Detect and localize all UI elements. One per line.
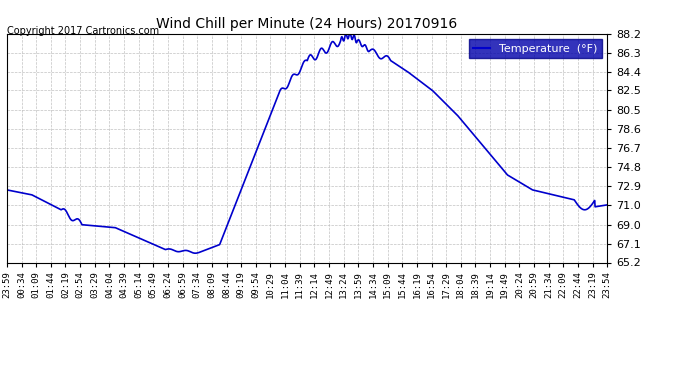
Text: Copyright 2017 Cartronics.com: Copyright 2017 Cartronics.com: [7, 26, 159, 36]
Legend: Temperature  (°F): Temperature (°F): [469, 39, 602, 58]
Title: Wind Chill per Minute (24 Hours) 20170916: Wind Chill per Minute (24 Hours) 2017091…: [157, 17, 457, 31]
